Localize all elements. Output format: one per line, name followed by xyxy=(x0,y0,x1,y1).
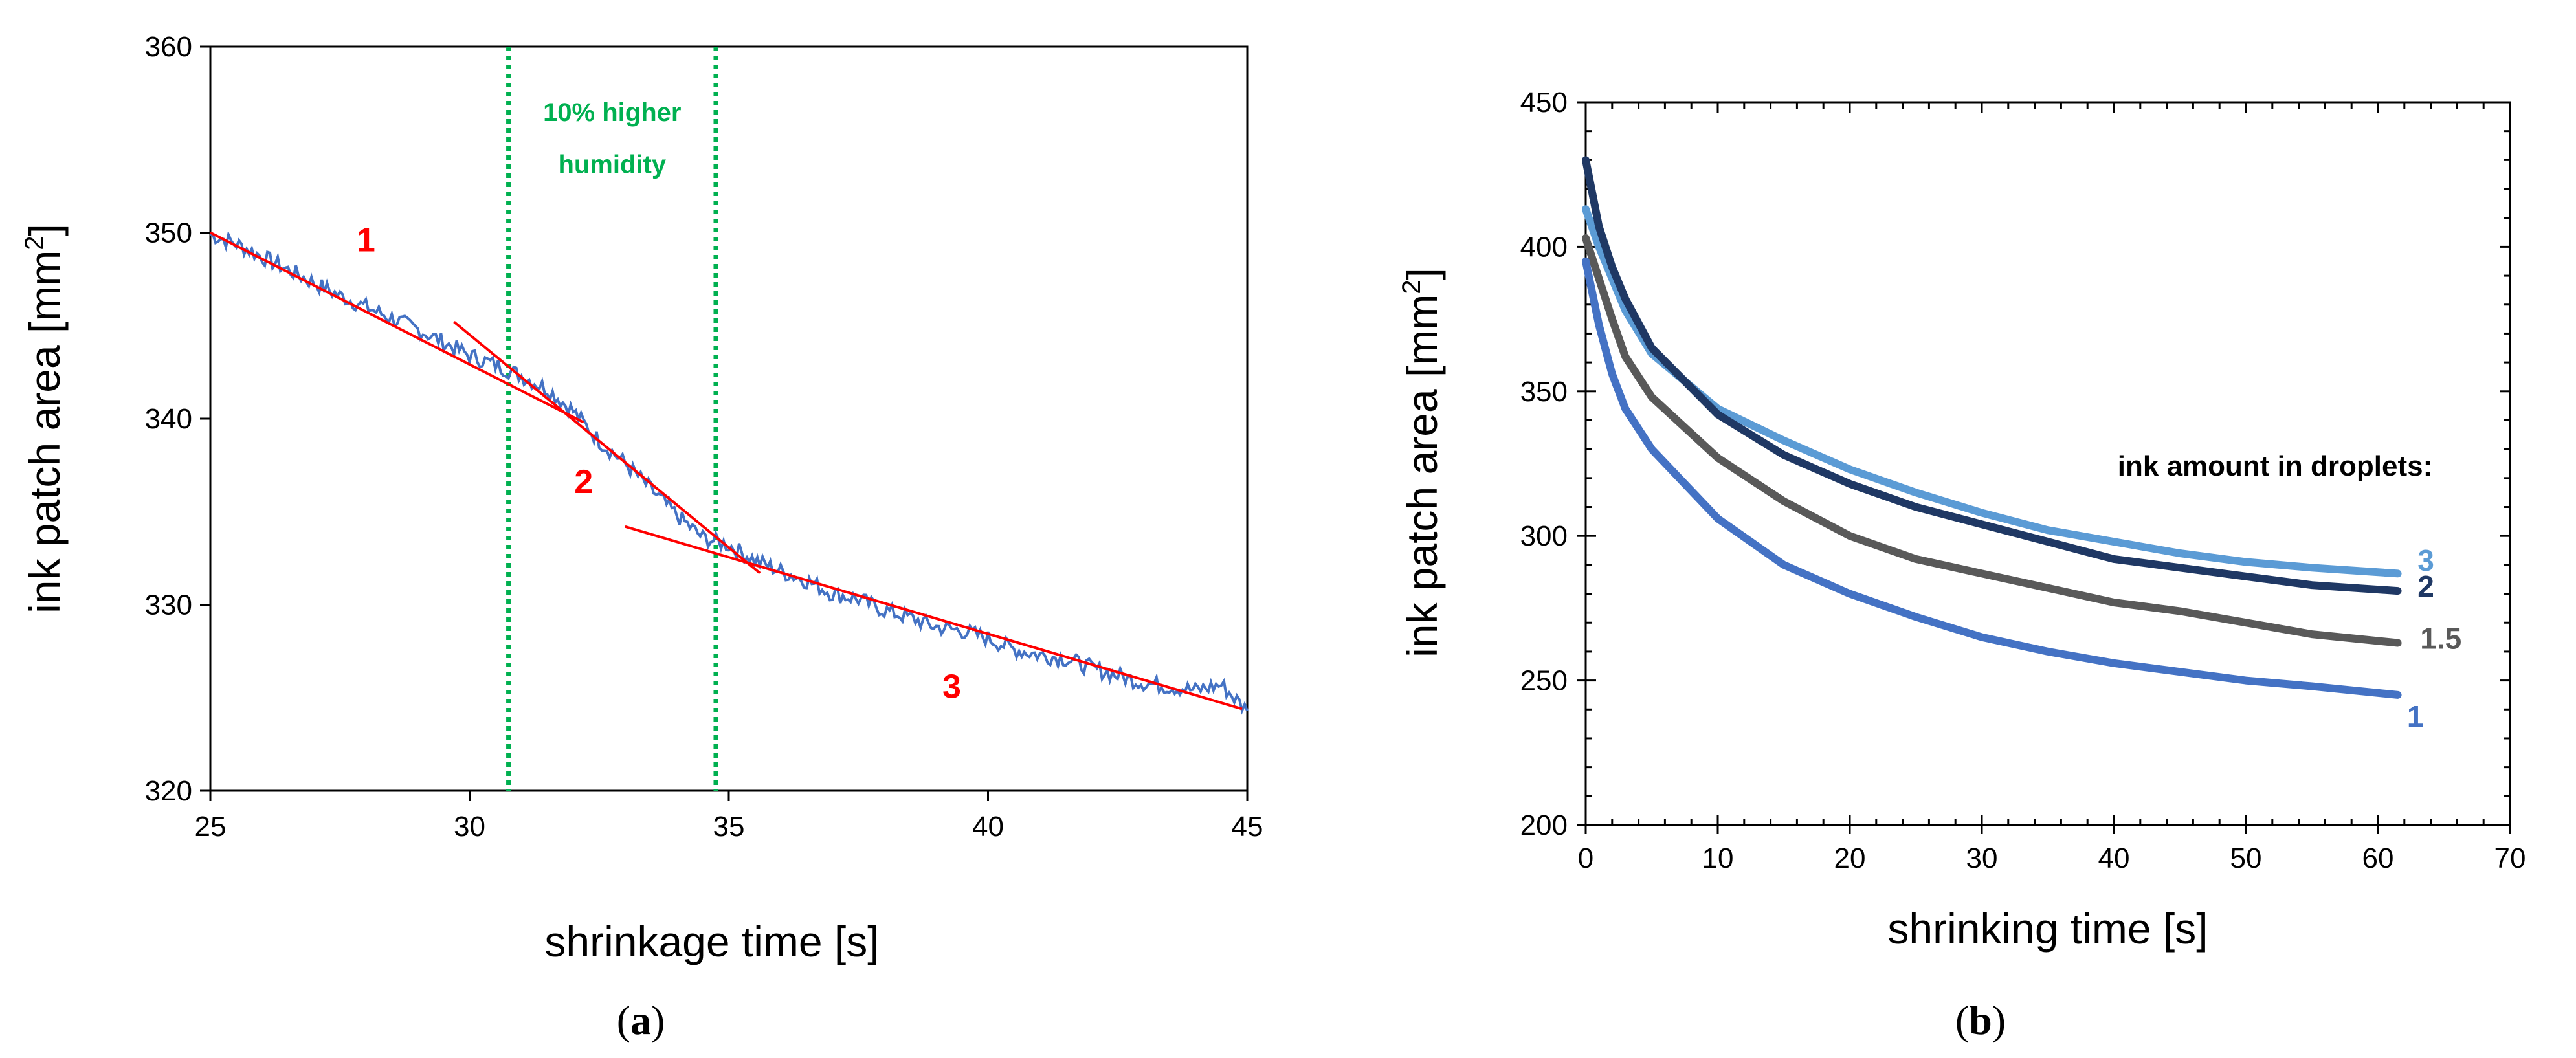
panel-a-chart: 25 30 35 40 45 320 330 340 350 360 1 2 3 10% higher… xyxy=(20,31,1263,1043)
panel-b-y-tick-label: 450 xyxy=(1520,87,1568,118)
panel-b-series-label-2: 2 xyxy=(2417,569,2434,603)
panel-a-fit-line-1 xyxy=(210,231,584,424)
panel-a-annotation-line-1: 10% higher xyxy=(543,98,681,127)
panel-a-y-tick-label: 320 xyxy=(145,775,192,807)
panel-b-y-tick-label: 350 xyxy=(1520,376,1568,408)
panel-b-caption: (b) xyxy=(1955,997,2006,1043)
panel-a-y-tick-label: 340 xyxy=(145,403,192,435)
panel-a-y-tick-label: 350 xyxy=(145,217,192,249)
panel-a-segment-label-3: 3 xyxy=(942,668,961,705)
panel-b-y-tick-label: 400 xyxy=(1520,231,1568,263)
panel-b-plot-frame xyxy=(1584,101,2511,826)
panel-a-caption-letter: a xyxy=(630,997,651,1043)
panel-b-caption-letter: b xyxy=(1969,997,1992,1043)
panel-b-series-line-1 xyxy=(1582,257,2402,699)
panel-b-y-tick-label: 250 xyxy=(1520,665,1568,697)
panel-b-x-tick-label: 20 xyxy=(1834,843,1866,874)
panel-a-plot-frame xyxy=(209,45,1249,792)
panel-b-series-label-1-5: 1.5 xyxy=(2420,621,2461,655)
panel-b-x-tick-label: 10 xyxy=(1702,843,1734,874)
panel-b-y-tick-label: 300 xyxy=(1520,520,1568,552)
panel-b-series-line-1-5 xyxy=(1582,234,2402,647)
panel-a-caption: (a) xyxy=(617,997,665,1043)
panel-b-series-line-2 xyxy=(1582,156,2402,595)
panel-a-x-tick-label: 35 xyxy=(713,811,745,843)
panel-b-y-axis-title-superscript: 2 xyxy=(1397,280,1426,294)
panel-b-x-tick-label: 0 xyxy=(1578,843,1593,874)
panel-a-y-axis-title-end: ] xyxy=(21,224,69,236)
panel-a-series-line xyxy=(210,230,1249,715)
panel-a-fit-line-2 xyxy=(453,320,761,575)
panel-a-y-axis-title-main: ink patch area [mm xyxy=(21,250,69,613)
panel-a-segment-label-2: 2 xyxy=(574,463,593,501)
panel-b-series-label-1: 1 xyxy=(2407,700,2424,733)
panel-a-x-tick-label: 30 xyxy=(454,811,485,843)
panel-a-y-axis-title-superscript: 2 xyxy=(20,236,49,250)
panel-a-annotation-line-2: humidity xyxy=(558,151,666,179)
panel-b-series-label-3: 3 xyxy=(2417,544,2434,577)
panel-b-y-axis-title-main: ink patch area [mm xyxy=(1398,294,1446,657)
panel-a-x-axis-title: shrinkage time [s] xyxy=(544,918,879,965)
panel-b-series-line-3 xyxy=(1582,205,2402,578)
panel-a-x-tick-label: 25 xyxy=(195,811,227,843)
panel-a-x-tick-label: 45 xyxy=(1232,811,1263,843)
panel-b-y-axis-title-end: ] xyxy=(1398,268,1446,280)
panel-b-x-tick-label: 40 xyxy=(2098,843,2130,874)
panel-a-x-tick-label: 40 xyxy=(972,811,1004,843)
panel-b-legend-title: ink amount in droplets: xyxy=(2118,450,2432,482)
panel-a-y-tick-label: 330 xyxy=(145,590,192,621)
panel-b-x-tick-label: 60 xyxy=(2362,843,2394,874)
panel-a-fit-line-3 xyxy=(625,525,1243,711)
panel-b-x-tick-label: 70 xyxy=(2494,843,2526,874)
panel-b-y-axis-title: ink patch area [mm2] xyxy=(1397,268,1446,657)
panel-a-segment-label-1: 1 xyxy=(357,221,375,259)
panel-b-x-axis-title: shrinking time [s] xyxy=(1887,905,2208,953)
panel-b-x-tick-label: 50 xyxy=(2230,843,2262,874)
panel-b-y-tick-label: 200 xyxy=(1520,810,1568,841)
panel-a-y-axis-title: ink patch area [mm2] xyxy=(20,224,69,613)
panel-a-y-tick-label: 360 xyxy=(145,31,192,63)
panel-b-x-tick-label: 30 xyxy=(1966,843,1998,874)
